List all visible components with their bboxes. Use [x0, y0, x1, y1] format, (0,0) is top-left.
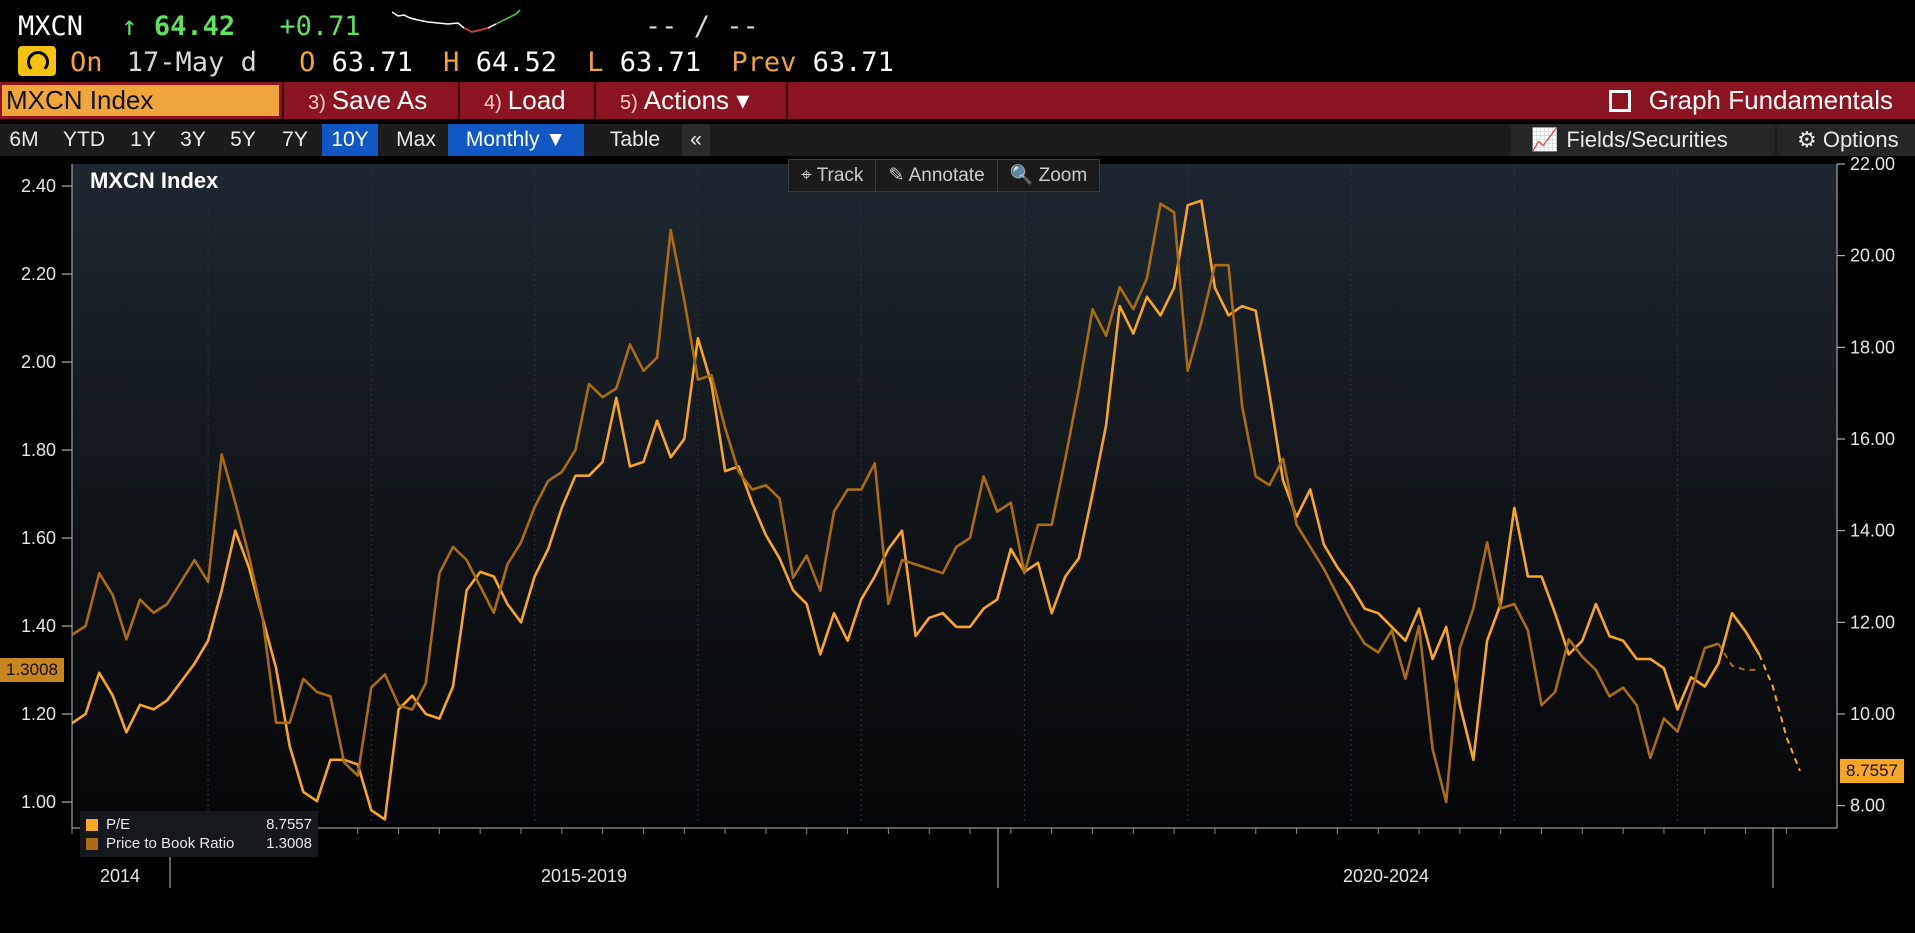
ohlc-line: On 17-May d O 63.71 H 64.52 L 63.71 Prev… [18, 45, 894, 79]
series-forecast-pe [1758, 654, 1801, 772]
period-7y[interactable]: 7Y [282, 128, 308, 151]
quote-line: MXCN ↑ 64.42 +0.71 -- / -- [18, 11, 759, 42]
table-button[interactable]: Table [609, 128, 661, 151]
period-1y[interactable]: 1Y [130, 128, 156, 151]
price-change: +0.71 [279, 11, 361, 42]
frequency-dropdown[interactable]: Monthly ▼ [448, 124, 584, 156]
open-value: 63.71 [331, 47, 413, 78]
save-as-label: Save As [331, 85, 428, 115]
chart-toolbox: ⌖ Track ✎ Annotate 🔍 Zoom [788, 159, 1101, 192]
period-bar: 6M YTD 1Y 3Y 5Y 7Y 10Y Max Monthly ▼ Tab… [0, 124, 1915, 156]
left-tick-label: 2.00 [21, 352, 56, 372]
right-tick-label: 8.00 [1850, 796, 1885, 816]
chart-legend: P/E 8.7557 Price to Book Ratio 1.3008 [80, 811, 318, 857]
period-3y[interactable]: 3Y [180, 128, 206, 151]
left-tick-label: 1.00 [21, 792, 56, 812]
series-forecast-pb [1717, 643, 1760, 672]
external-link-icon [1608, 90, 1631, 112]
right-tick-label: 20.00 [1850, 246, 1895, 266]
left-tick-label: 2.20 [21, 264, 56, 284]
security-field[interactable]: MXCN Index [2, 85, 279, 116]
save-as-button[interactable]: 3) Save As [282, 82, 458, 119]
last-price: 64.42 [153, 11, 236, 42]
high-label: H [443, 47, 460, 78]
legend-name-pe: P/E [106, 816, 131, 833]
options-button[interactable]: ⚙ Options [1777, 124, 1915, 156]
ticker-header: MXCN ↑ 64.42 +0.71 -- / -- On 17-May d O… [0, 0, 1915, 82]
series-line-pb [71, 202, 1719, 804]
bid-ask: -- / -- [644, 11, 759, 42]
prev-label: Prev [731, 47, 797, 78]
right-tick-label: 16.00 [1850, 429, 1895, 449]
load-label: Load [507, 85, 566, 115]
save-as-number: 3) [308, 92, 326, 114]
right-tick-label: 18.00 [1850, 337, 1895, 357]
left-tick-label: 1.40 [21, 616, 56, 636]
legend-value-pe: 8.7557 [266, 816, 312, 833]
open-label: O [299, 47, 316, 78]
last-value-tag-pb: 1.3008 [0, 657, 64, 682]
graph-fundamentals-label: Graph Fundamentals [1648, 85, 1893, 115]
last-value-tag-pe: 8.7557 [1840, 759, 1904, 784]
sparkline-up-segment [495, 9, 521, 25]
period-ytd[interactable]: YTD [63, 128, 105, 151]
right-tick-label: 12.00 [1850, 612, 1895, 632]
legend-value-pb: 1.3008 [266, 835, 312, 852]
legend-name-pb: Price to Book Ratio [106, 835, 235, 852]
gauge-icon[interactable] [18, 45, 56, 76]
collapse-button[interactable]: « [682, 124, 710, 156]
chart-svg: 1.00 1.20 1.40 1.60 1.80 2.00 2.20 2.40 8.00 10.0… [21, 156, 1895, 888]
graph-fundamentals-button[interactable]: Graph Fundamentals [1608, 82, 1893, 119]
actions-menu-button[interactable]: 5) Actions ▾ [594, 82, 786, 119]
period-6m[interactable]: 6M [9, 128, 39, 151]
legend-swatch-pb [86, 837, 98, 850]
quote-date: 17-May d [126, 47, 257, 78]
period-max[interactable]: Max [396, 128, 436, 151]
prev-value: 63.71 [812, 47, 894, 78]
axes: 1.00 1.20 1.40 1.60 1.80 2.00 2.20 2.40 8.00 10.0… [21, 156, 1895, 888]
actions-label: Actions ▾ [643, 85, 750, 115]
annotate-button[interactable]: ✎ Annotate [876, 160, 998, 191]
up-arrow-icon: ↑ [121, 11, 138, 42]
load-number: 4) [484, 92, 502, 114]
intraday-sparkline [392, 9, 521, 33]
left-tick-label: 1.20 [21, 704, 56, 724]
on-label: On [70, 47, 103, 78]
zoom-button[interactable]: 🔍 Zoom [1009, 165, 1088, 186]
period-10y[interactable]: 10Y [322, 124, 378, 156]
low-value: 63.71 [619, 47, 702, 78]
sparkline-down-segment [463, 27, 489, 33]
actions-number: 5) [620, 92, 638, 114]
bar-divider [786, 82, 788, 119]
left-tick-label: 2.40 [21, 176, 56, 196]
low-label: L [587, 47, 604, 78]
left-tick-label: 1.60 [21, 528, 56, 548]
legend-item-pb: Price to Book Ratio 1.3008 [86, 834, 312, 853]
right-tick-label: 14.00 [1850, 521, 1895, 541]
x-period-label: 2020-2024 [1343, 866, 1429, 886]
fields-securities-button[interactable]: 📈 Fields/Securities [1511, 124, 1775, 156]
series-line-pe [71, 199, 1761, 821]
right-tick-label: 22.00 [1850, 156, 1895, 174]
period-5y[interactable]: 5Y [230, 128, 256, 151]
action-bar: MXCN Index 3) Save As 4) Load 5) Actions ▾ … [0, 82, 1915, 119]
right-tick-label: 10.00 [1850, 704, 1895, 724]
series-lines [71, 199, 1801, 821]
high-value: 64.52 [475, 47, 557, 78]
grid [207, 164, 1679, 824]
chart-title: MXCN Index [90, 168, 219, 193]
track-button[interactable]: ⌖ Track [789, 160, 877, 191]
x-period-label: 2014 [100, 866, 140, 886]
legend-swatch-pe [86, 818, 98, 831]
load-button[interactable]: 4) Load [458, 82, 594, 119]
fields-securities-label: Fields/Securities [1566, 127, 1728, 152]
legend-item-pe: P/E 8.7557 [86, 815, 312, 834]
left-tick-label: 1.80 [21, 440, 56, 460]
chart-line-icon: 📈 [1531, 127, 1559, 152]
x-period-label: 2015-2019 [541, 866, 627, 886]
ticker-symbol: MXCN [18, 11, 84, 42]
chart-area: 1.00 1.20 1.40 1.60 1.80 2.00 2.20 2.40 8.00 10.0… [0, 156, 1915, 933]
